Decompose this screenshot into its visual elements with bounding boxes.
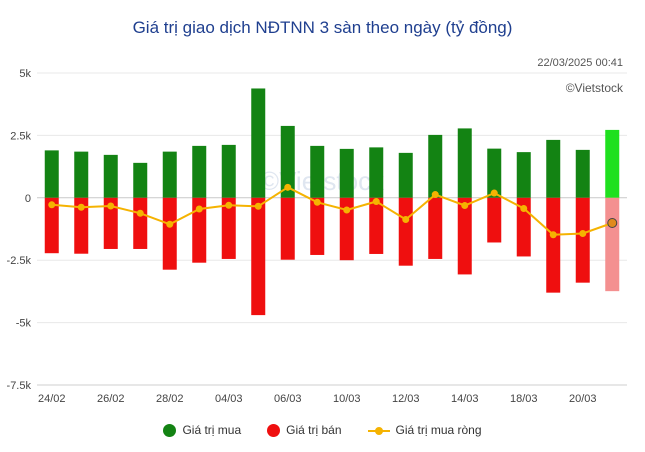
sell-bar <box>221 197 236 259</box>
x-tick-label: 14/03 <box>451 393 479 405</box>
sell-bar <box>251 197 266 316</box>
sell-bar <box>339 197 354 261</box>
legend-item-net[interactable]: Giá trị mua ròng <box>367 423 482 437</box>
buy-bar <box>192 145 207 198</box>
legend-buy-swatch <box>163 423 177 437</box>
sell-bar <box>605 197 620 292</box>
net-point <box>77 203 85 211</box>
chart-canvas: ©Vietstock 5k 2.5k 0 -2.5k -5k -7.5k 24/02 26/… <box>7 68 627 405</box>
buy-bar <box>310 145 325 198</box>
y-tick-label: -5k <box>16 318 32 330</box>
net-line-path <box>51 186 613 236</box>
x-tick-label: 04/03 <box>215 393 243 405</box>
legend: Giá trị mua Giá trị bán Giá trị mua ròng <box>0 423 645 437</box>
sell-bar <box>162 197 177 270</box>
net-point <box>254 202 262 210</box>
sell-bar <box>546 197 561 293</box>
buy-bar <box>221 144 236 198</box>
sell-bar <box>398 197 413 266</box>
sell-bar <box>133 197 148 249</box>
y-tick-label: -2.5k <box>7 255 32 267</box>
buy-bar <box>457 128 472 198</box>
net-point <box>431 191 439 199</box>
net-point <box>579 229 587 237</box>
chart-source: ©Vietstock <box>565 81 623 95</box>
sell-bar <box>103 197 118 249</box>
sell-bar <box>369 197 384 254</box>
bars <box>44 88 620 316</box>
buy-bar <box>546 139 561 198</box>
buy-bar <box>44 150 59 198</box>
sell-bar <box>487 197 502 243</box>
grid-lines <box>37 72 627 386</box>
sell-bar <box>280 197 295 260</box>
net-point <box>313 198 321 206</box>
net-point <box>136 209 144 217</box>
legend-sell-swatch <box>267 423 281 437</box>
legend-net-label: Giá trị mua ròng <box>395 423 482 437</box>
y-tick-label: 2.5k <box>10 130 31 142</box>
buy-bar <box>398 152 413 198</box>
x-tick-label: 18/03 <box>510 393 538 405</box>
buy-bar <box>487 148 502 198</box>
net-point <box>48 201 56 209</box>
net-point <box>225 201 233 209</box>
legend-net-swatch <box>367 424 390 437</box>
net-point <box>607 218 618 229</box>
x-tick-label: 12/03 <box>392 393 420 405</box>
y-tick-label: 0 <box>25 193 31 205</box>
x-tick-label: 24/02 <box>38 393 66 405</box>
legend-item-buy[interactable]: Giá trị mua <box>163 423 241 437</box>
net-point <box>284 183 292 191</box>
legend-buy-label: Giá trị mua <box>182 423 242 437</box>
buy-bar <box>74 151 89 198</box>
net-point <box>520 205 528 213</box>
net-point <box>461 202 469 210</box>
net-line <box>48 183 618 239</box>
buy-bar <box>369 147 384 198</box>
y-axis: 5k 2.5k 0 -2.5k -5k -7.5k <box>7 68 32 392</box>
net-point <box>343 206 351 214</box>
sell-bar <box>575 197 590 283</box>
net-point <box>372 198 380 206</box>
legend-sell-label: Giá trị bán <box>286 423 342 437</box>
sell-bar <box>192 197 207 263</box>
sell-bar <box>310 197 325 255</box>
chart-title: Giá trị giao dịch NĐTNN 3 sàn theo ngày … <box>132 18 513 37</box>
buy-bar <box>516 152 531 198</box>
buy-bar <box>133 162 148 198</box>
legend-item-sell[interactable]: Giá trị bán <box>267 423 342 437</box>
x-tick-label: 10/03 <box>333 393 361 405</box>
net-point <box>549 231 557 239</box>
net-point <box>107 202 115 210</box>
chart-timestamp: 22/03/2025 00:41 <box>537 57 623 69</box>
sell-bar <box>457 197 472 275</box>
net-point <box>490 189 498 197</box>
y-tick-label: 5k <box>19 68 31 80</box>
net-point <box>402 216 410 224</box>
buy-bar <box>428 134 443 198</box>
sell-bar <box>44 197 59 254</box>
sell-bar <box>74 197 89 254</box>
x-tick-label: 28/02 <box>156 393 184 405</box>
sell-bar <box>428 197 443 259</box>
buy-bar <box>280 125 295 198</box>
x-tick-label: 20/03 <box>569 393 597 405</box>
buy-bar <box>605 129 620 198</box>
x-axis: 24/02 26/02 28/02 04/03 06/03 10/03 12/03 14/03… <box>37 384 627 405</box>
buy-bar <box>162 151 177 198</box>
buy-bar <box>575 149 590 198</box>
x-tick-label: 26/02 <box>97 393 125 405</box>
buy-bar <box>103 154 118 198</box>
buy-bar <box>251 88 266 198</box>
x-tick-label: 06/03 <box>274 393 302 405</box>
buy-bar <box>339 148 354 198</box>
net-point <box>166 220 174 228</box>
net-point <box>195 205 203 213</box>
y-tick-label: -7.5k <box>7 380 32 392</box>
